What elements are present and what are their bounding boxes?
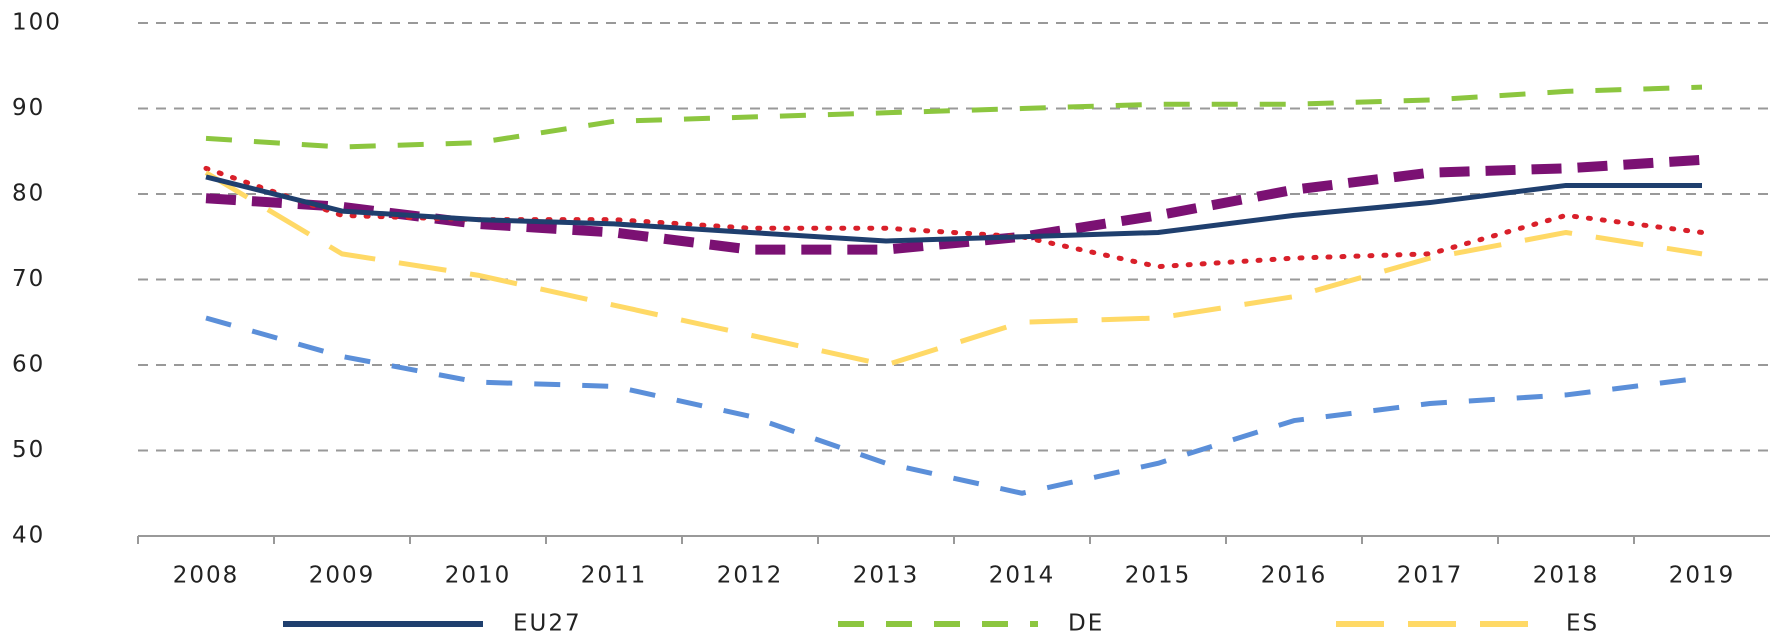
- x-tick-label: 2018: [1533, 563, 1600, 589]
- legend-label: EU27: [513, 611, 582, 637]
- x-tick-label: 2009: [309, 563, 376, 589]
- x-tick-label: 2016: [1261, 563, 1328, 589]
- x-tick-label: 2015: [1125, 563, 1192, 589]
- y-tick-label: 100: [12, 10, 62, 36]
- series-line: [205, 315, 1703, 496]
- y-tick-label: 40: [12, 523, 45, 549]
- x-tick-label: 2012: [717, 563, 784, 589]
- x-tick-label: 2010: [445, 563, 512, 589]
- x-tick-label: 2013: [853, 563, 920, 589]
- x-tick-label: 2017: [1397, 563, 1464, 589]
- x-tick-label: 2014: [989, 563, 1056, 589]
- series-line: [205, 154, 1703, 255]
- y-tick-label: 50: [12, 437, 45, 463]
- y-tick-label: 90: [12, 95, 45, 121]
- y-tick-label: 60: [12, 352, 45, 378]
- series-line: [205, 174, 1702, 244]
- y-tick-label: 80: [12, 181, 45, 207]
- legend-label: DE: [1068, 611, 1104, 637]
- legend-label: ES: [1566, 611, 1599, 637]
- series-line: [203, 165, 1705, 270]
- x-tick-label: 2008: [173, 563, 240, 589]
- x-tick-label: 2011: [581, 563, 648, 589]
- x-tick-label: 2019: [1669, 563, 1736, 589]
- series-line: [205, 84, 1703, 150]
- series-line: [204, 170, 1703, 368]
- y-tick-label: 70: [12, 266, 45, 292]
